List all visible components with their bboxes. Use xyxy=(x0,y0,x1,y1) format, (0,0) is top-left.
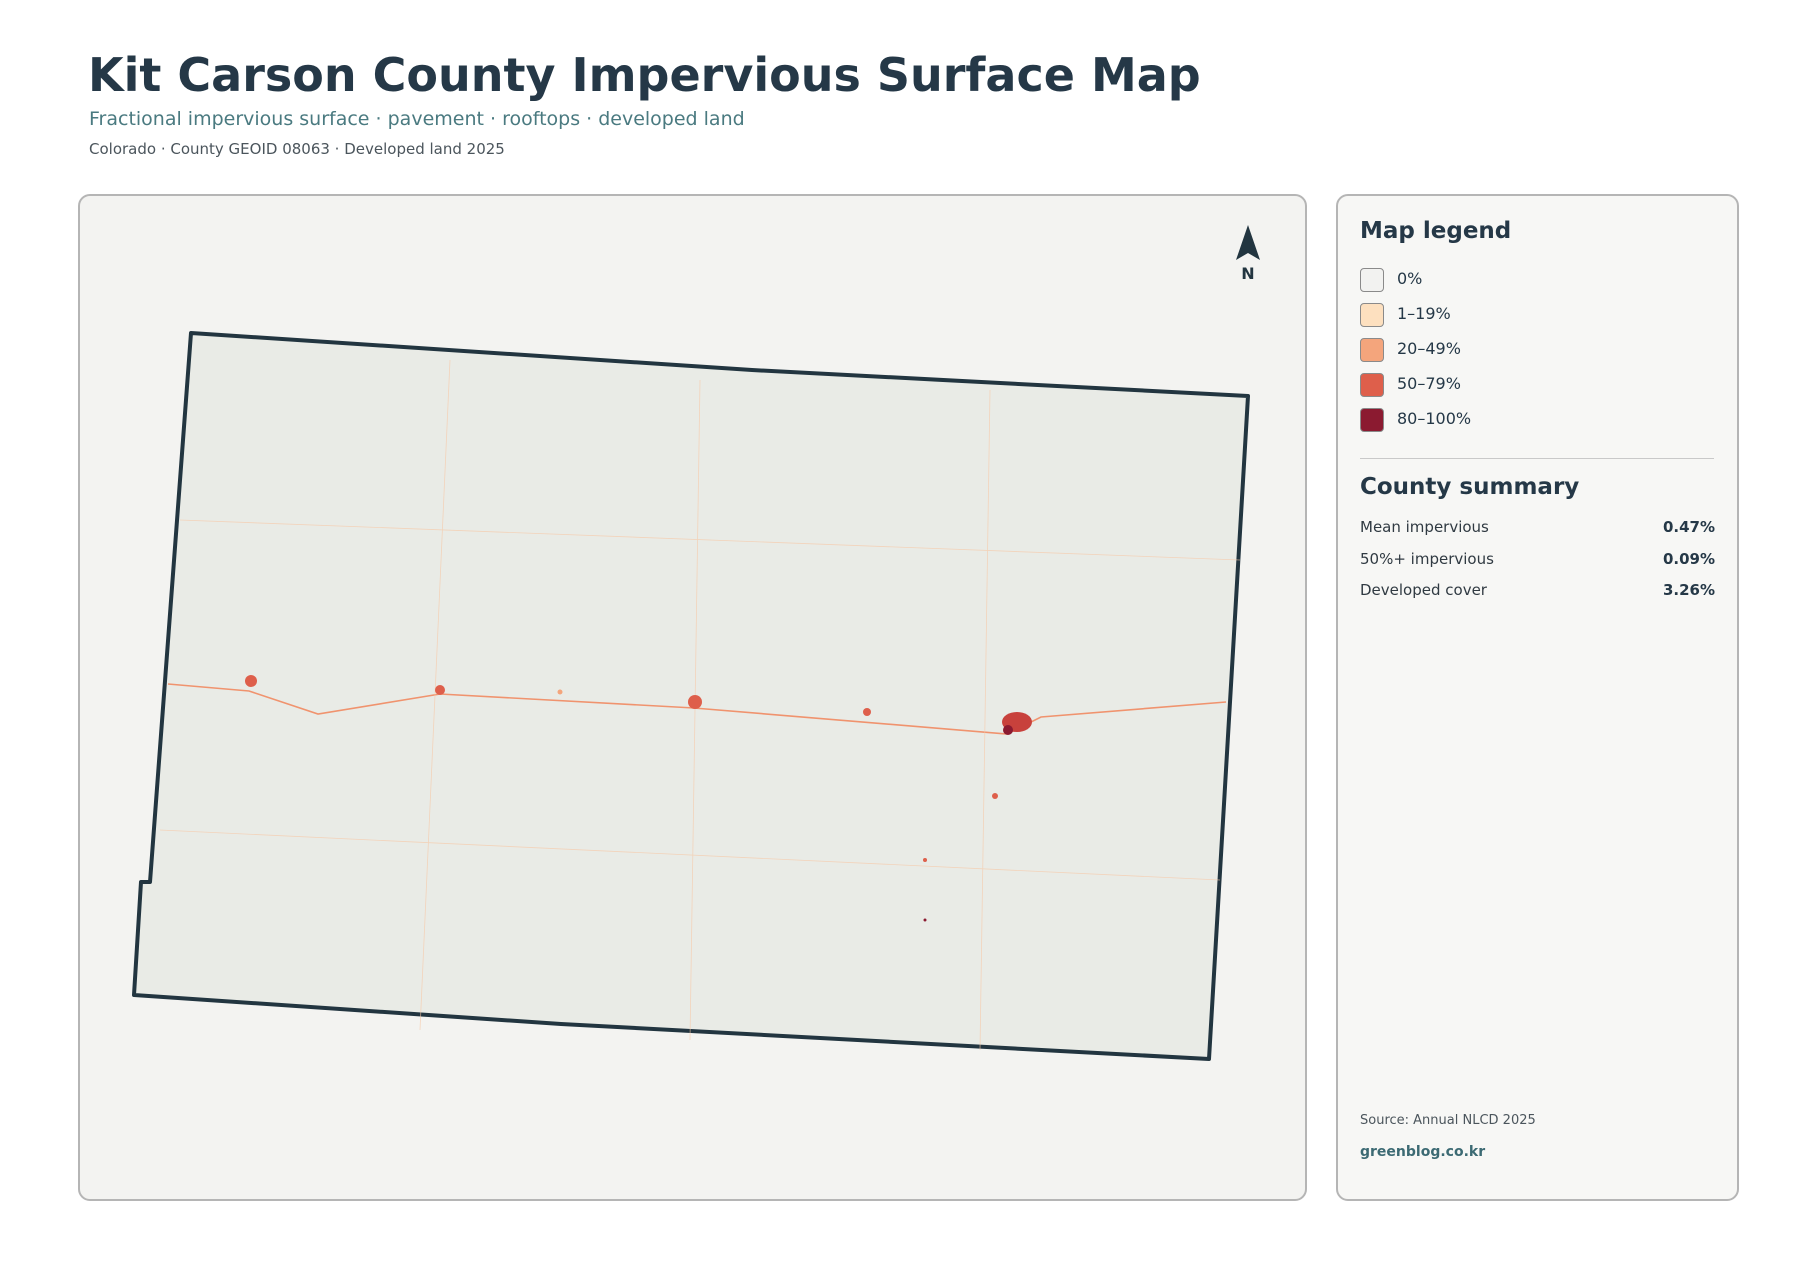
legend-swatch xyxy=(1360,268,1384,292)
legend-label: 0% xyxy=(1397,269,1423,288)
meta: Colorado · County GEOID 08063 · Develope… xyxy=(89,140,505,158)
source: Source: Annual NLCD 2025 xyxy=(1360,1113,1536,1128)
town xyxy=(245,675,257,687)
side-panel: Map legend 0% 1–19% 20–49% 50–79% 80–100% Co… xyxy=(1336,194,1739,1201)
town xyxy=(992,793,998,799)
summary-label: Mean impervious xyxy=(1360,518,1489,536)
highway xyxy=(167,683,1227,735)
towns xyxy=(245,675,1032,922)
summary-value: 3.26% xyxy=(1662,581,1715,599)
summary-label: Developed cover xyxy=(1360,581,1487,599)
town xyxy=(863,708,871,716)
town xyxy=(688,695,702,709)
legend-title: Map legend xyxy=(1360,218,1512,244)
summary-value: 0.09% xyxy=(1662,549,1715,568)
legend-label: 20–49% xyxy=(1397,339,1461,358)
summary-label: 50%+ impervious xyxy=(1360,549,1494,568)
divider xyxy=(1360,458,1714,459)
county-boundary xyxy=(132,331,1250,1061)
town xyxy=(923,858,927,862)
title: Kit Carson County Impervious Surface Map xyxy=(88,48,1201,102)
north-label: N xyxy=(1241,264,1254,283)
legend-label: 50–79% xyxy=(1397,374,1461,393)
town xyxy=(557,689,563,695)
town xyxy=(435,685,445,695)
north-arrow xyxy=(1236,225,1260,260)
legend-swatch xyxy=(1360,373,1384,397)
town xyxy=(923,918,927,922)
legend-swatch xyxy=(1360,303,1384,327)
legend-label: 1–19% xyxy=(1397,304,1451,323)
legend-swatch xyxy=(1360,408,1384,432)
subtitle: Fractional impervious surface · pavement… xyxy=(89,108,745,130)
summary-title: County summary xyxy=(1360,474,1580,500)
summary-value: 0.47% xyxy=(1662,518,1715,536)
legend-label: 80–100% xyxy=(1397,409,1472,428)
town xyxy=(1003,725,1013,735)
county xyxy=(132,331,1250,1061)
legend-swatch xyxy=(1360,338,1384,362)
roads xyxy=(159,359,1241,1051)
credit: greenblog.co.kr xyxy=(1360,1144,1486,1160)
